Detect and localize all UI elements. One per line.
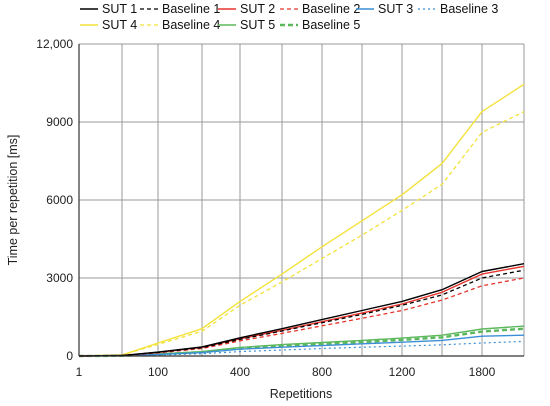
series-line-sut-3 [78, 334, 525, 357]
x-tick-label-5: 1800 [469, 365, 496, 379]
legend-label: Baseline 3 [440, 2, 498, 16]
y-tick-label-4: 12,000 [36, 37, 73, 51]
x-tick-label-3: 800 [312, 365, 332, 379]
x-tick-label-2: 400 [230, 365, 250, 379]
grid-lines [78, 43, 525, 357]
legend-label: SUT 5 [240, 18, 275, 32]
legend-entry-baseline-2: Baseline 2 [280, 2, 360, 16]
legend-entry-sut-3: SUT 3 [356, 2, 413, 16]
legend-label: SUT 4 [102, 18, 137, 32]
legend-entry-sut-4: SUT 4 [80, 18, 137, 32]
x-tick-label-1: 100 [148, 365, 168, 379]
legend-entry-sut-5: SUT 5 [218, 18, 275, 32]
legend-label: Baseline 5 [302, 18, 360, 32]
axes [78, 44, 524, 357]
series-line-baseline-4 [78, 111, 525, 357]
legend-entry-sut-2: SUT 2 [218, 2, 275, 16]
y-tick-label-1: 3000 [46, 271, 73, 285]
x-axis-ticks: 1 100 400 800 1200 1800 [76, 365, 496, 379]
legend-entry-baseline-3: Baseline 3 [418, 2, 498, 16]
series-line-baseline-2 [78, 277, 525, 357]
legend-label: Baseline 1 [162, 2, 220, 16]
x-axis-label: Repetitions [270, 387, 333, 401]
legend-label: Baseline 2 [302, 2, 360, 16]
legend-label: SUT 3 [378, 2, 413, 16]
y-tick-label-0: 0 [66, 349, 73, 363]
series-line-sut-2 [78, 265, 525, 357]
legend-label: SUT 2 [240, 2, 275, 16]
series-line-sut-5 [78, 325, 525, 357]
x-tick-label-4: 1200 [389, 365, 416, 379]
legend-label: SUT 1 [102, 2, 137, 16]
legend-entry-sut-1: SUT 1 [80, 2, 137, 16]
series-line-sut-4 [78, 83, 525, 357]
x-tick-label-0: 1 [76, 365, 83, 379]
y-tick-label-3: 9000 [46, 115, 73, 129]
legend: SUT 1 Baseline 1 SUT 2 Baseline 2 SUT 3 Basel… [80, 2, 498, 32]
series-line-baseline-1 [78, 269, 525, 357]
legend-label: Baseline 4 [162, 18, 220, 32]
legend-entry-baseline-5: Baseline 5 [280, 18, 360, 32]
y-axis-label: Time per repetition [ms] [6, 135, 20, 266]
legend-entry-baseline-4: Baseline 4 [140, 18, 220, 32]
y-axis-ticks: 0 3000 6000 9000 12,000 [36, 37, 73, 363]
series-lines [78, 83, 525, 358]
y-tick-label-2: 6000 [46, 193, 73, 207]
legend-entry-baseline-1: Baseline 1 [140, 2, 220, 16]
